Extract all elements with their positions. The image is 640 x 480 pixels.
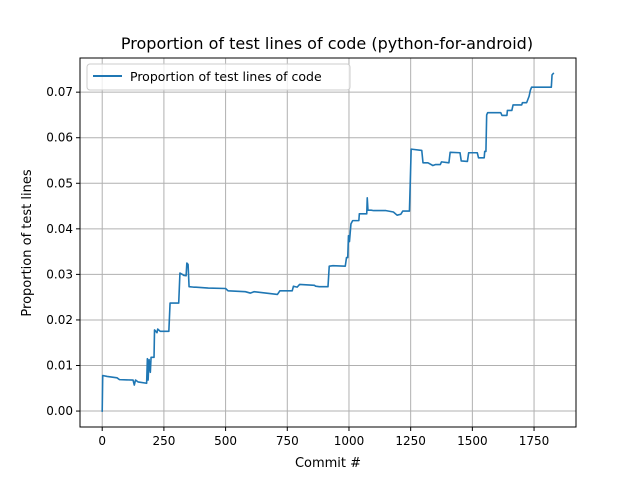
x-tick-label: 1250 — [395, 434, 426, 448]
chart-title: Proportion of test lines of code (python… — [121, 34, 533, 53]
legend-box — [86, 63, 351, 91]
y-tick-label: 0.02 — [46, 313, 73, 327]
legend: Proportion of test lines of code — [86, 63, 351, 91]
y-tick-label: 0.00 — [46, 404, 73, 418]
x-tick-label: 500 — [214, 434, 237, 448]
x-tick-label: 1500 — [457, 434, 488, 448]
series-layer — [101, 72, 555, 412]
y-tick-label: 0.07 — [46, 85, 73, 99]
axis-ticks: 0 250 500 750 1000 1250 1500 1750 0.00 0.01 0.02 0.… — [46, 85, 549, 448]
y-tick-label: 0.04 — [46, 222, 73, 236]
y-tick-label: 0.03 — [46, 267, 73, 281]
x-tick-label: 1750 — [519, 434, 550, 448]
y-tick-label: 0.01 — [46, 359, 73, 373]
x-tick-label: 0 — [98, 434, 106, 448]
y-tick-label: 0.05 — [46, 176, 73, 190]
legend-label: Proportion of test lines of code — [130, 69, 322, 84]
y-axis-label: Proportion of test lines — [20, 169, 35, 316]
plot-frame — [79, 57, 577, 428]
series-line-0 — [101, 72, 555, 412]
x-tick-label: 1000 — [334, 434, 365, 448]
y-tick-label: 0.06 — [46, 131, 73, 145]
x-tick-label: 750 — [276, 434, 299, 448]
x-axis-label: Commit # — [295, 456, 361, 471]
x-tick-label: 250 — [152, 434, 175, 448]
